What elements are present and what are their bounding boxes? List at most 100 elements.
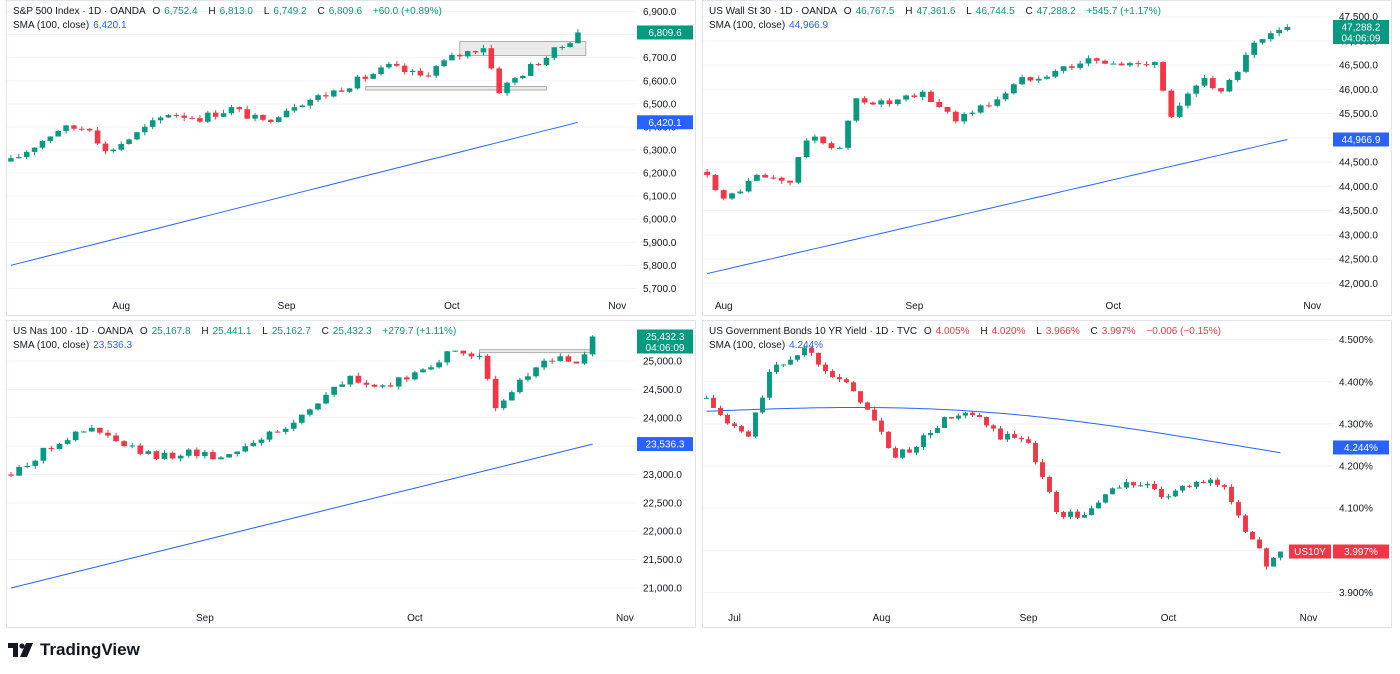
- open-value: O 25,167.8: [139, 326, 191, 337]
- candle-body: [258, 439, 265, 443]
- high-value: H 47,361.6: [905, 6, 956, 17]
- candle-body: [836, 147, 843, 149]
- y-tick-label: 43,500.0: [1339, 206, 1378, 217]
- candle-body: [197, 118, 203, 122]
- chart-title: US Nas 100 · 1D · OANDA: [13, 326, 134, 337]
- candle-body: [401, 65, 408, 73]
- candle-body: [1085, 58, 1092, 64]
- candle-body: [921, 435, 926, 447]
- candle-body: [298, 414, 305, 423]
- last-price-label: [1333, 544, 1389, 559]
- chart-panel-spx[interactable]: S&P 500 Index · 1D · OANDA O 6,752.4 H 6,8…: [6, 0, 696, 316]
- candle-body: [1208, 479, 1213, 484]
- chart-svg-ndx[interactable]: 21,000.0 21,500.0 22,000.0 22,500.0 23,000.0…: [7, 321, 696, 628]
- candle-body: [812, 136, 818, 141]
- candle-body: [472, 51, 479, 53]
- candle-body: [823, 364, 828, 372]
- candle-body: [395, 377, 402, 387]
- candle-body: [861, 98, 868, 103]
- candle-body: [533, 367, 539, 377]
- y-tick-label: 4.300%: [1339, 419, 1373, 430]
- candle-body: [363, 382, 370, 385]
- chart-panel-us10y[interactable]: US Government Bonds 10 YR Yield · 1D · T…: [702, 320, 1392, 628]
- x-tick-label: Nov: [608, 301, 626, 312]
- candle-body: [307, 409, 313, 415]
- candle-body: [774, 364, 779, 372]
- candle-body: [986, 105, 992, 107]
- chart-svg-spx[interactable]: 5,700.0 5,800.0 5,900.0 6,000.0 6,100.0 6,200…: [7, 1, 696, 316]
- candle-body: [977, 415, 982, 417]
- candle-body: [492, 378, 499, 409]
- candle-body: [535, 64, 542, 66]
- candle-body: [1110, 63, 1117, 65]
- candle-body: [71, 125, 77, 129]
- candle-body: [942, 417, 947, 428]
- candle-body: [991, 425, 996, 429]
- candle-body: [970, 412, 975, 416]
- candle-body: [737, 191, 744, 194]
- candle-body: [1068, 511, 1073, 517]
- last-price-label: [637, 329, 693, 354]
- candle-body: [1124, 482, 1129, 488]
- y-tick-label: 42,000.0: [1339, 279, 1378, 290]
- candle-body: [134, 132, 140, 140]
- candle-body: [425, 75, 432, 77]
- candle-body: [1127, 63, 1133, 66]
- candle-body: [260, 114, 266, 120]
- chart-panel-dji[interactable]: US Wall St 30 · 1D · OANDA O 46,767.5 H 47…: [702, 0, 1392, 316]
- y-tick-label: 6,100.0: [643, 192, 677, 203]
- change-value: +545.7 (+1.17%): [1086, 6, 1161, 17]
- candle-body: [428, 367, 434, 370]
- candle-body: [1138, 485, 1143, 487]
- x-tick-label: Aug: [873, 613, 891, 624]
- y-tick-label: 5,900.0: [643, 238, 677, 249]
- candle-body: [1257, 539, 1262, 549]
- candle-body: [417, 70, 424, 76]
- y-tick-label: 21,500.0: [643, 555, 682, 566]
- x-tick-label: Nov: [1300, 613, 1318, 624]
- close-value: C 3.997%: [1090, 326, 1136, 337]
- candle-body: [512, 78, 518, 83]
- candle-body: [567, 43, 573, 48]
- sma-line: [10, 443, 593, 589]
- candle-body: [816, 352, 821, 365]
- candle-body: [16, 157, 22, 159]
- candle-body: [575, 32, 581, 44]
- y-tick-label: 5,800.0: [643, 261, 677, 272]
- candle-body: [202, 452, 208, 457]
- candle-body: [830, 371, 835, 378]
- tradingview-logo[interactable]: TradingView: [8, 640, 140, 660]
- candle-body: [770, 177, 777, 179]
- candle-body: [1117, 487, 1122, 489]
- low-value: L 3.966%: [1036, 326, 1080, 337]
- candle-body: [1052, 70, 1059, 77]
- candle-body: [291, 107, 298, 111]
- x-tick-label: Aug: [112, 301, 130, 312]
- chart-svg-dji[interactable]: 42,000.0 42,500.0 43,000.0 43,500.0 44,000.0…: [703, 1, 1392, 316]
- sma-line: [10, 121, 579, 266]
- candle-body: [517, 379, 523, 393]
- chart-svg-us10y[interactable]: 3.900%4.000%4.100%4.200%4.300%4.400%4.50…: [703, 321, 1392, 628]
- candle-body: [704, 171, 711, 176]
- candle-body: [1019, 77, 1026, 85]
- y-tick-label: 4.100%: [1339, 504, 1373, 515]
- candle-body: [1278, 551, 1283, 558]
- x-tick-label: Nov: [1303, 301, 1321, 312]
- candle-body: [1068, 66, 1075, 68]
- candle-body: [851, 382, 856, 392]
- y-tick-label: 24,500.0: [643, 385, 682, 396]
- candle-body: [746, 431, 751, 437]
- candle-body: [23, 151, 30, 158]
- candle-body: [268, 119, 274, 122]
- candle-body: [788, 359, 793, 365]
- candle-body: [1201, 78, 1208, 86]
- last-price-text: 25,432.3: [646, 332, 685, 343]
- candle-body: [72, 431, 79, 441]
- last-price-text: 6,809.6: [648, 28, 682, 39]
- candle-body: [1173, 490, 1178, 497]
- candle-body: [299, 105, 306, 108]
- sma-line: [706, 407, 1281, 454]
- candle-body: [903, 95, 909, 100]
- candle-body: [879, 420, 884, 432]
- chart-panel-ndx[interactable]: US Nas 100 · 1D · OANDA O 25,167.8 H 25,44…: [6, 320, 696, 628]
